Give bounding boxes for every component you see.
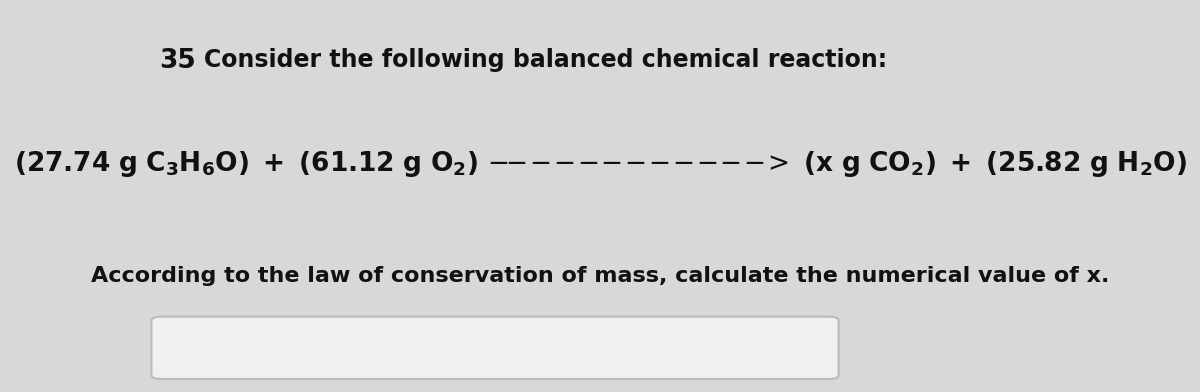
Text: 35: 35: [160, 48, 196, 74]
Text: $\mathbf{(27.74\ g\ C_3H_6O)\ +\ (61.12\ g\ O_2)\ \mathrm{-\!\!-\!\!-\!\!-\!\!-\: $\mathbf{(27.74\ g\ C_3H_6O)\ +\ (61.12\…: [13, 149, 1187, 179]
Text: According to the law of conservation of mass, calculate the numerical value of x: According to the law of conservation of …: [91, 266, 1109, 286]
FancyBboxPatch shape: [151, 317, 839, 379]
Text: Consider the following balanced chemical reaction:: Consider the following balanced chemical…: [204, 48, 887, 72]
